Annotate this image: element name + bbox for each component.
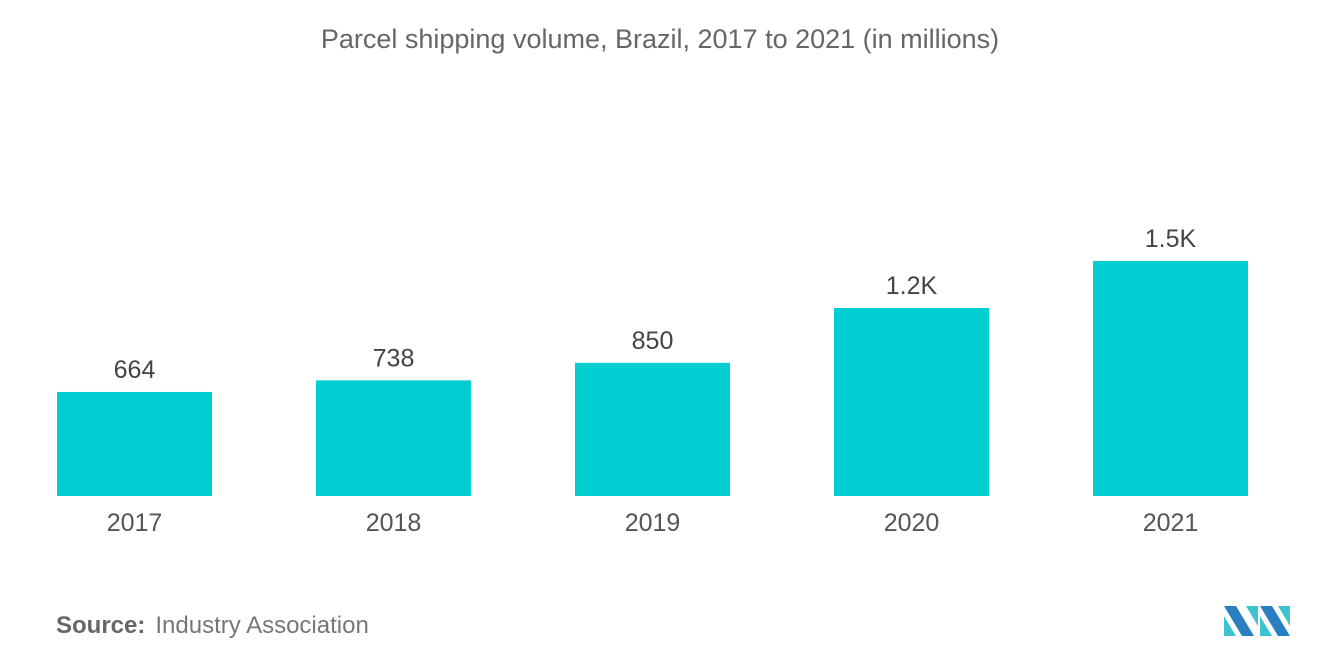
bar-chart: 664 2017 738 2018 850 2019 1.2K 2020 1.5K 2021 bbox=[57, 225, 1248, 537]
bar-2019 bbox=[575, 362, 730, 496]
data-label-2021: 1.5K bbox=[1145, 225, 1197, 253]
bar-2017 bbox=[57, 391, 212, 496]
brand-logo bbox=[1224, 606, 1290, 636]
x-tick-label-2018: 2018 bbox=[366, 509, 422, 537]
bar-2018 bbox=[316, 380, 471, 496]
source-text: Industry Association bbox=[155, 612, 369, 639]
x-tick-label-2020: 2020 bbox=[884, 509, 940, 537]
bar-2021 bbox=[1093, 261, 1248, 496]
data-label-2019: 850 bbox=[632, 327, 674, 355]
data-label-2018: 738 bbox=[373, 344, 415, 372]
x-tick-label-2017: 2017 bbox=[107, 509, 163, 537]
x-tick-label-2021: 2021 bbox=[1143, 509, 1199, 537]
chart-title: Parcel shipping volume, Brazil, 2017 to … bbox=[320, 24, 1000, 54]
source-note: Source: Industry Association bbox=[56, 612, 369, 640]
data-label-2017: 664 bbox=[114, 356, 156, 384]
bar-2020 bbox=[834, 308, 989, 496]
data-label-2020: 1.2K bbox=[886, 272, 938, 300]
x-tick-label-2019: 2019 bbox=[625, 509, 681, 537]
source-label: Source: bbox=[56, 612, 146, 639]
